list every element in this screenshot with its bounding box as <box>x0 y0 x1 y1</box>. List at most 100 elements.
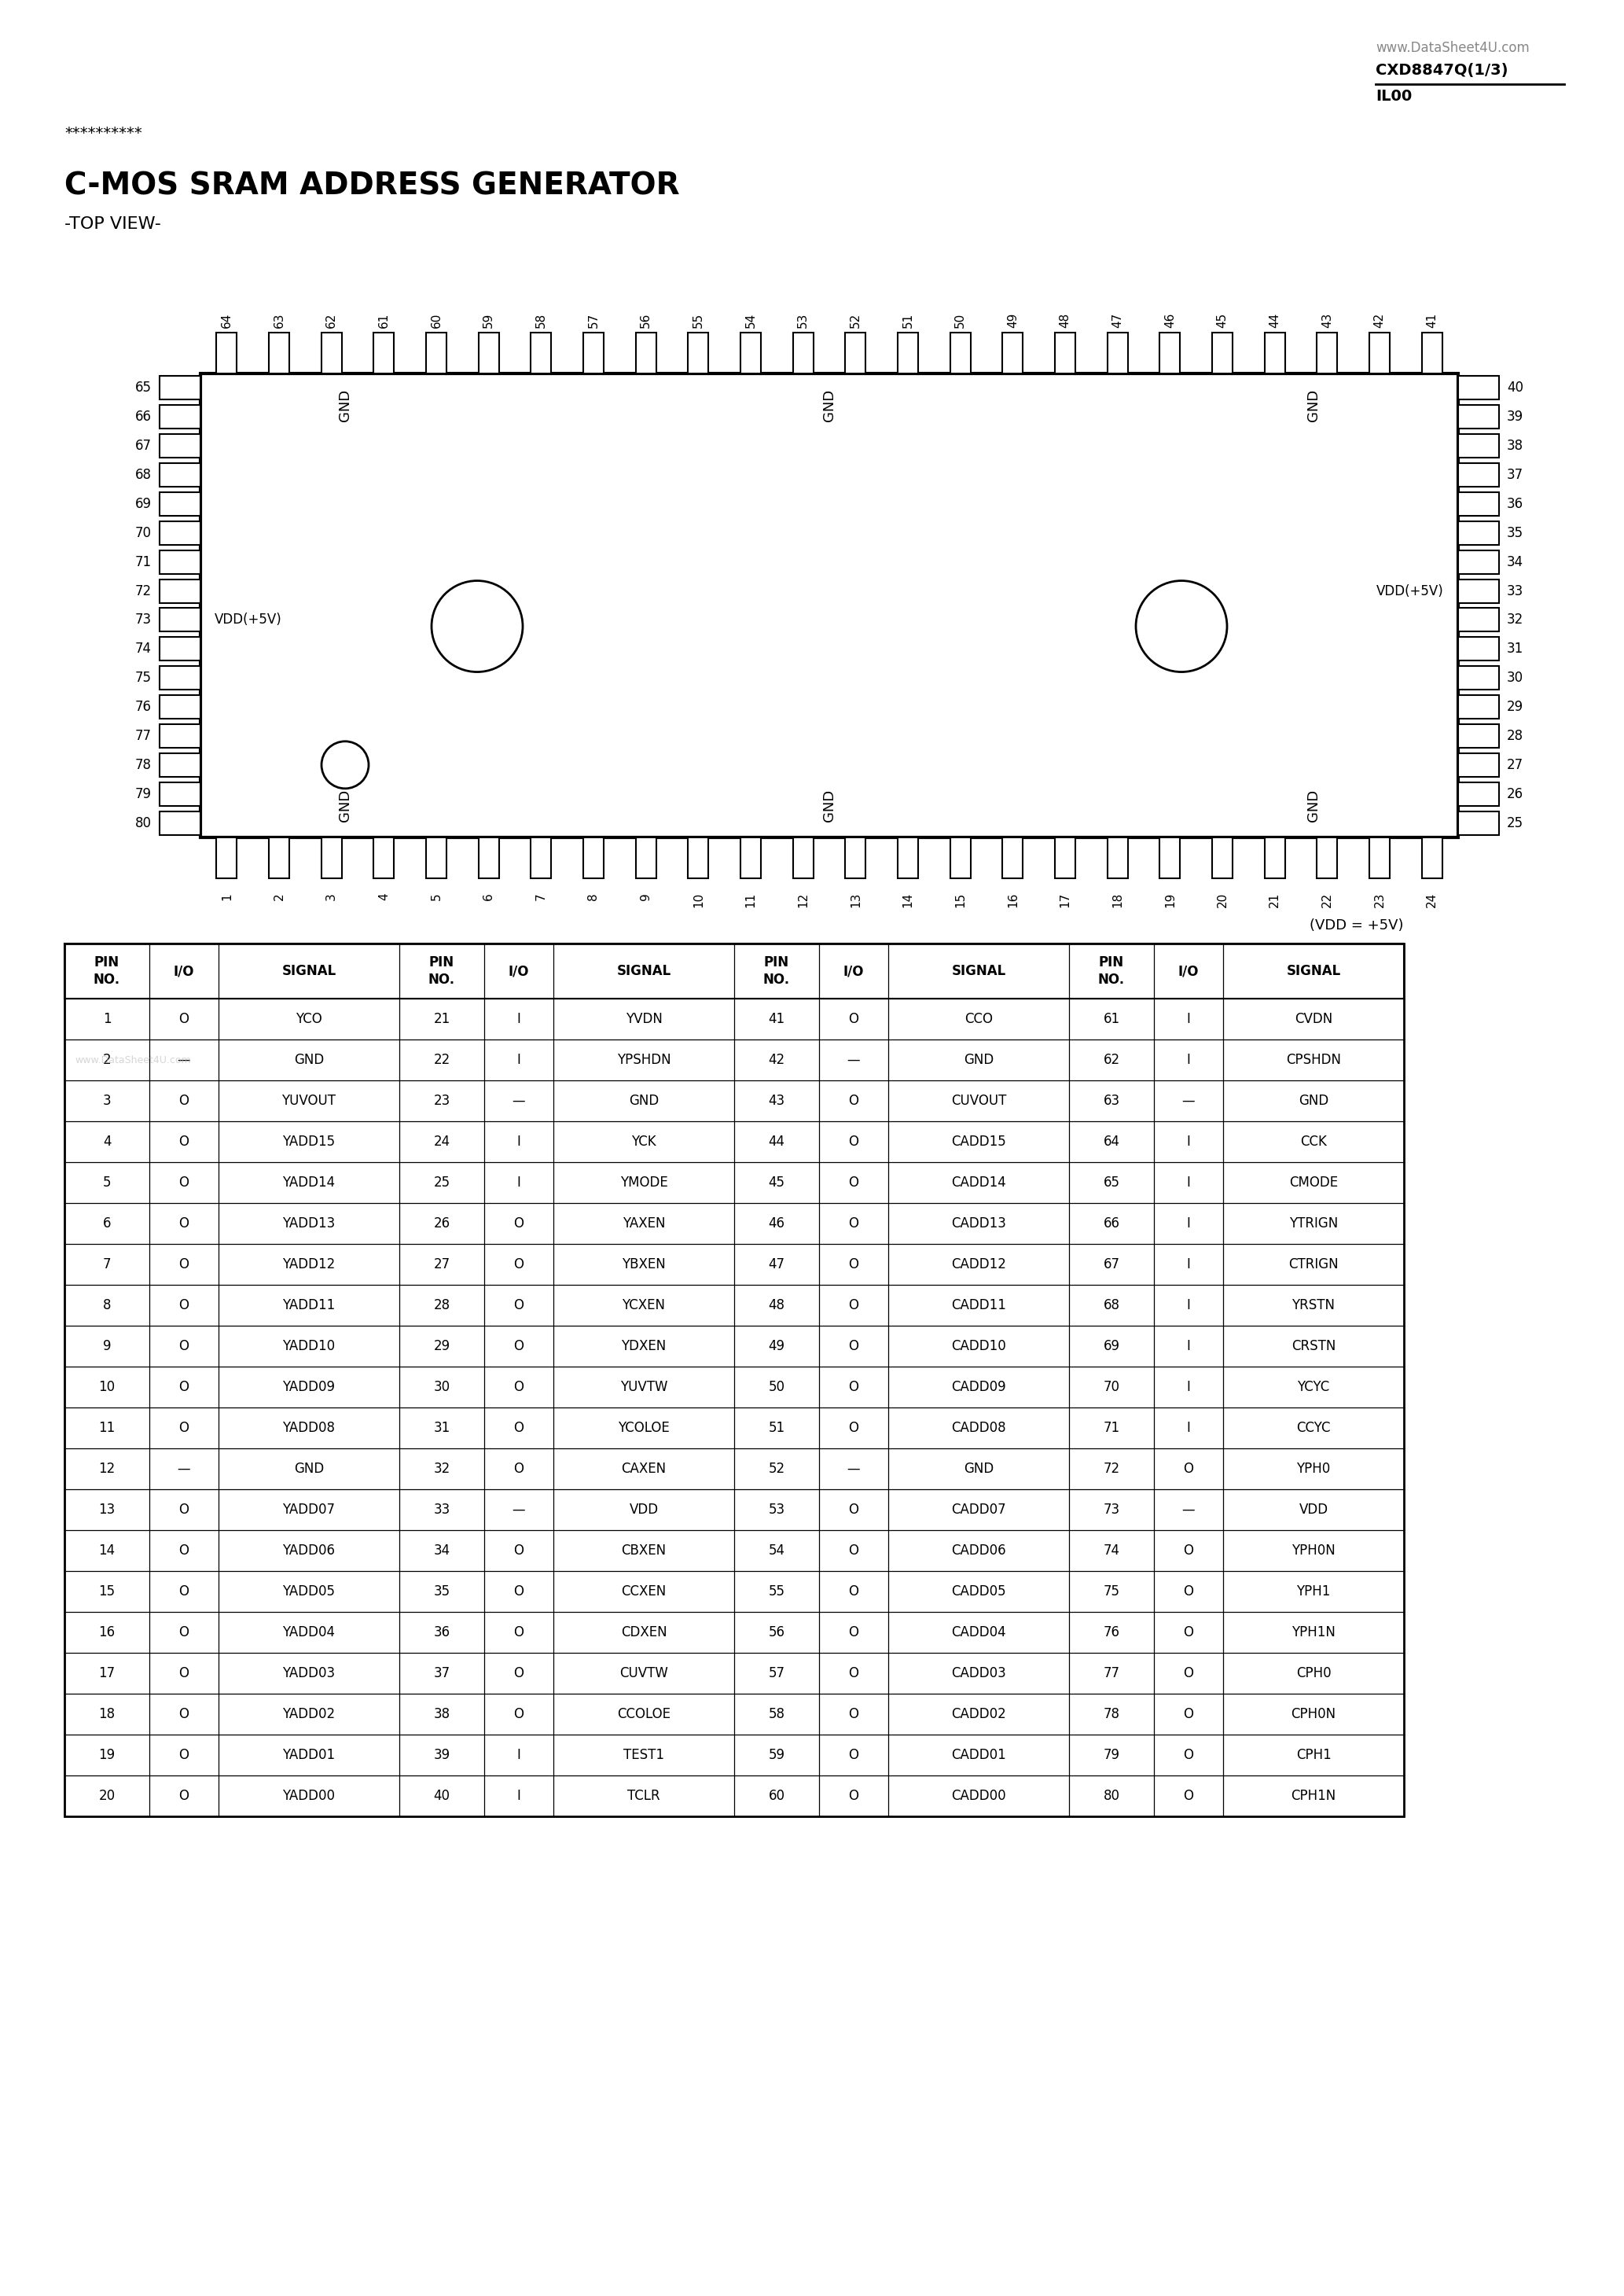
Text: 33: 33 <box>1507 583 1523 597</box>
Text: YADD02: YADD02 <box>283 1706 335 1722</box>
Bar <box>635 838 656 879</box>
Text: 14: 14 <box>99 1543 115 1557</box>
Bar <box>159 377 200 400</box>
Text: O: O <box>179 1667 188 1681</box>
Text: CAXEN: CAXEN <box>622 1463 666 1476</box>
Text: I: I <box>1187 1217 1190 1231</box>
Text: I: I <box>1187 1013 1190 1026</box>
Bar <box>322 838 341 879</box>
Text: O: O <box>1184 1463 1194 1476</box>
Text: CPH0N: CPH0N <box>1291 1706 1337 1722</box>
Text: YCXEN: YCXEN <box>622 1297 666 1313</box>
Text: O: O <box>1184 1789 1194 1802</box>
Text: O: O <box>179 1626 188 1639</box>
Bar <box>159 579 200 604</box>
Text: 42: 42 <box>1374 312 1385 328</box>
Text: YBXEN: YBXEN <box>622 1258 666 1272</box>
Text: 61: 61 <box>1103 1013 1121 1026</box>
Text: PIN
NO.: PIN NO. <box>763 955 789 987</box>
Text: O: O <box>849 1093 859 1109</box>
Text: 23: 23 <box>434 1093 450 1109</box>
Text: 71: 71 <box>135 556 151 569</box>
Text: O: O <box>179 1789 188 1802</box>
Bar <box>1265 333 1285 374</box>
Text: GND: GND <box>963 1463 994 1476</box>
Text: CCO: CCO <box>965 1013 992 1026</box>
Text: 64: 64 <box>1103 1134 1119 1148</box>
Text: CPH1N: CPH1N <box>1291 1789 1337 1802</box>
Bar <box>741 333 762 374</box>
Bar <box>1458 521 1499 544</box>
Text: 25: 25 <box>434 1176 450 1189</box>
Text: O: O <box>179 1421 188 1435</box>
Text: GND: GND <box>628 1093 659 1109</box>
Bar <box>1458 638 1499 661</box>
Text: —: — <box>848 1463 861 1476</box>
Bar <box>1458 434 1499 457</box>
Bar <box>65 944 1403 1816</box>
Bar <box>159 723 200 748</box>
Text: CCYC: CCYC <box>1296 1421 1330 1435</box>
Text: 65: 65 <box>135 381 151 395</box>
Text: I: I <box>1187 1421 1190 1435</box>
Text: 31: 31 <box>1507 643 1523 657</box>
Text: 8: 8 <box>102 1297 110 1313</box>
Text: 75: 75 <box>1103 1584 1119 1598</box>
Bar <box>689 838 708 879</box>
Text: 73: 73 <box>1103 1502 1121 1518</box>
Text: GND: GND <box>294 1463 323 1476</box>
Text: CXD8847Q(1/3): CXD8847Q(1/3) <box>1376 62 1509 78</box>
Text: CADD00: CADD00 <box>952 1789 1005 1802</box>
Text: O: O <box>1184 1667 1194 1681</box>
Text: O: O <box>849 1747 859 1761</box>
Text: I: I <box>1187 1297 1190 1313</box>
Text: 39: 39 <box>434 1747 450 1761</box>
Text: C-MOS SRAM ADDRESS GENERATOR: C-MOS SRAM ADDRESS GENERATOR <box>65 172 680 202</box>
Text: 51: 51 <box>901 312 914 328</box>
Bar <box>1458 491 1499 517</box>
Bar <box>689 333 708 374</box>
Text: 40: 40 <box>434 1789 450 1802</box>
Text: GND: GND <box>294 1054 323 1068</box>
Bar <box>1458 783 1499 806</box>
Text: CADD13: CADD13 <box>952 1217 1007 1231</box>
Text: O: O <box>179 1297 188 1313</box>
Text: 17: 17 <box>1059 893 1070 907</box>
Text: 77: 77 <box>1103 1667 1119 1681</box>
Text: GND: GND <box>1306 790 1320 822</box>
Text: (VDD = +5V): (VDD = +5V) <box>1311 918 1403 932</box>
Text: O: O <box>513 1380 525 1394</box>
Text: O: O <box>513 1217 525 1231</box>
Text: 4: 4 <box>102 1134 110 1148</box>
Text: O: O <box>849 1134 859 1148</box>
Text: 74: 74 <box>1103 1543 1119 1557</box>
Text: O: O <box>513 1706 525 1722</box>
Bar <box>1458 810 1499 836</box>
Bar <box>1458 377 1499 400</box>
Bar <box>1212 333 1233 374</box>
Bar <box>322 333 341 374</box>
Text: 45: 45 <box>768 1176 784 1189</box>
Text: O: O <box>513 1667 525 1681</box>
Text: CADD03: CADD03 <box>952 1667 1005 1681</box>
Text: YADD00: YADD00 <box>283 1789 335 1802</box>
Text: TEST1: TEST1 <box>624 1747 664 1761</box>
Text: O: O <box>179 1176 188 1189</box>
Text: 27: 27 <box>1507 758 1523 771</box>
Text: 69: 69 <box>1103 1339 1119 1352</box>
Text: O: O <box>179 1747 188 1761</box>
Text: 77: 77 <box>135 728 151 744</box>
Text: 80: 80 <box>135 815 151 829</box>
Text: SIGNAL: SIGNAL <box>281 964 336 978</box>
Text: YCO: YCO <box>296 1013 322 1026</box>
Text: O: O <box>849 1176 859 1189</box>
Text: 22: 22 <box>1322 893 1333 907</box>
Text: O: O <box>849 1543 859 1557</box>
Text: 54: 54 <box>745 312 757 328</box>
Text: O: O <box>179 1584 188 1598</box>
Text: 66: 66 <box>1103 1217 1119 1231</box>
Text: O: O <box>1184 1706 1194 1722</box>
Bar <box>583 333 604 374</box>
Text: O: O <box>849 1380 859 1394</box>
Bar <box>1160 333 1181 374</box>
